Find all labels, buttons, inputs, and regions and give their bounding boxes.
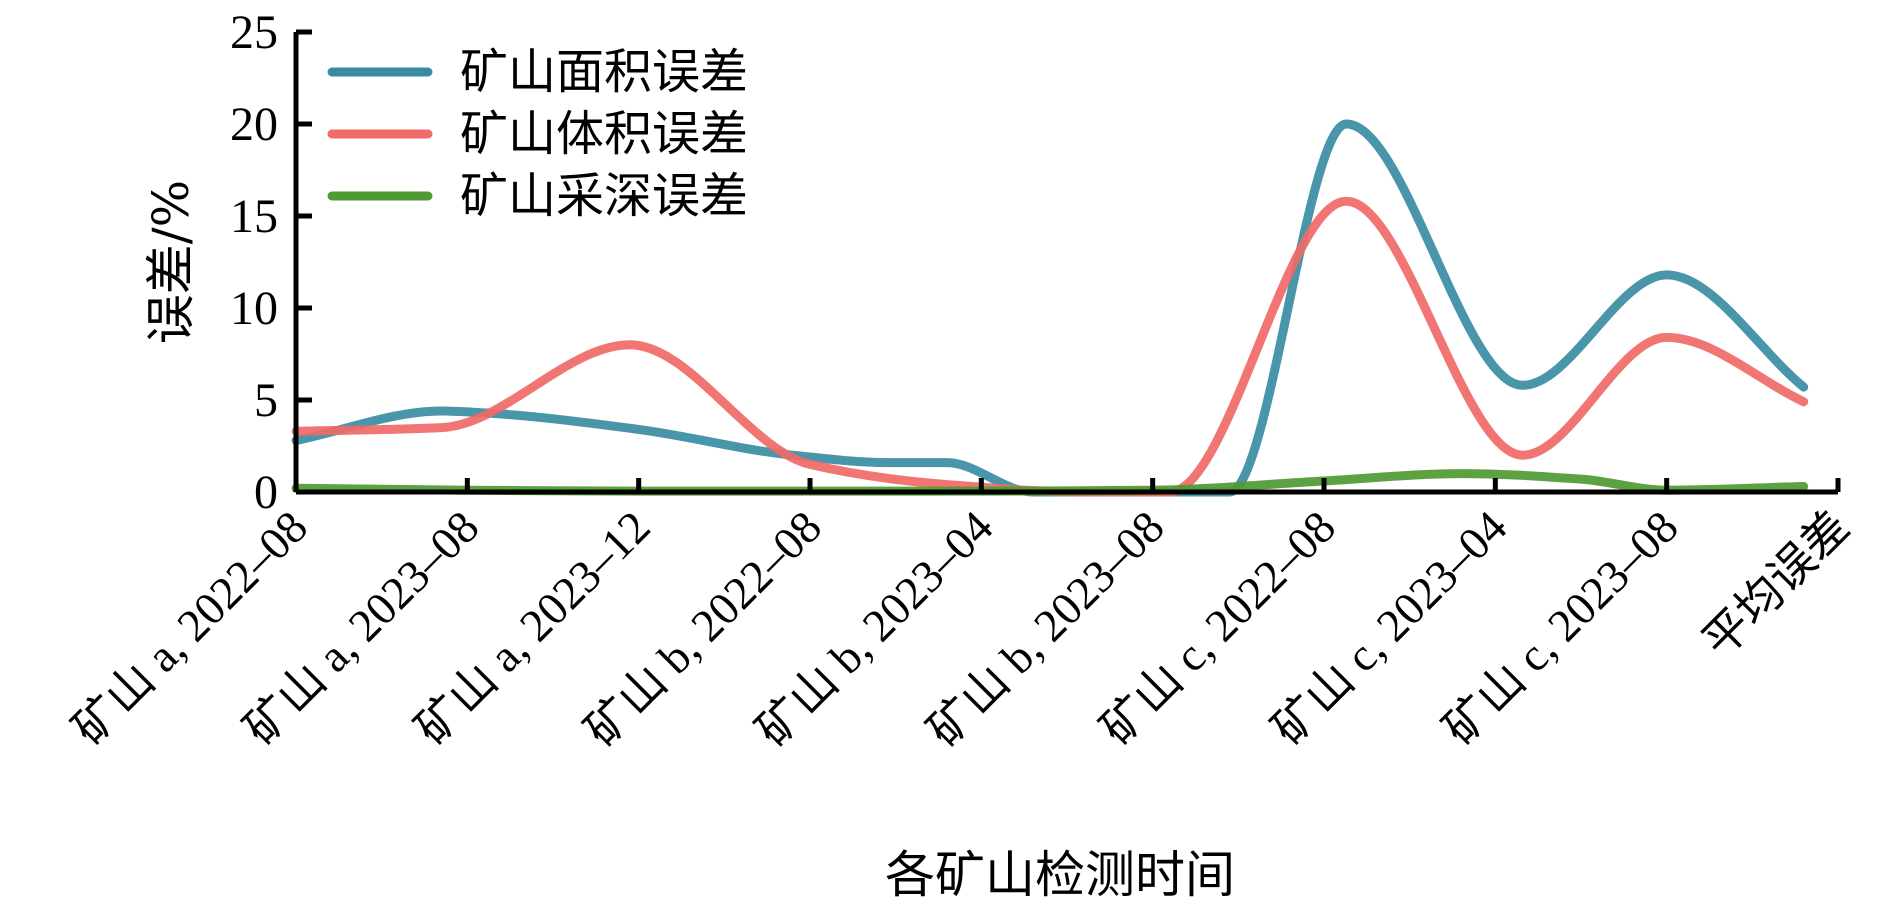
y-tick-label: 25 bbox=[230, 6, 278, 59]
y-tick-label: 0 bbox=[254, 466, 278, 519]
y-tick-label: 5 bbox=[254, 374, 278, 427]
y-tick-label: 20 bbox=[230, 98, 278, 151]
legend-label: 矿山采深误差 bbox=[460, 168, 748, 224]
axes-group bbox=[293, 32, 1838, 495]
series-line-3 bbox=[291, 469, 1809, 496]
y-tick-label: 10 bbox=[230, 282, 278, 335]
y-ticks: 0 5 10 15 20 25 bbox=[230, 6, 312, 519]
x-tick-label: 平均误差 bbox=[1693, 501, 1859, 667]
legend-label: 矿山体积误差 bbox=[460, 106, 748, 162]
legend-label: 矿山面积误差 bbox=[460, 44, 748, 100]
y-axis-title: 误差/% bbox=[142, 180, 200, 344]
x-axis-title: 各矿山检测时间 bbox=[885, 846, 1235, 904]
y-tick-label: 15 bbox=[230, 190, 278, 243]
